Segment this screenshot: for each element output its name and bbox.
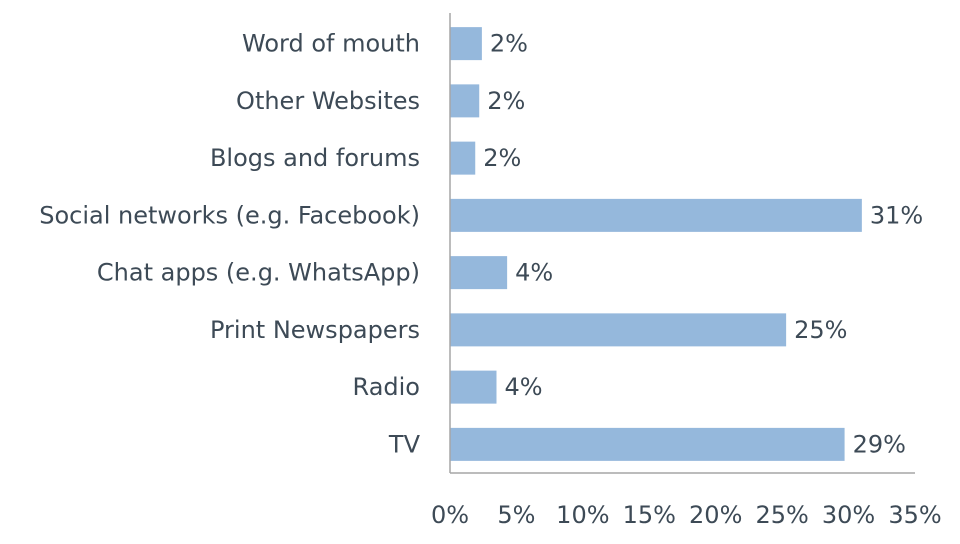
category-label: Print Newspapers	[210, 316, 420, 344]
labels-layer: Word of mouth 2% Other Websites 2% Blogs and…	[39, 30, 941, 529]
bar-2	[450, 141, 476, 175]
category-label: Blogs and forums	[210, 144, 420, 172]
value-label: 2%	[487, 87, 525, 115]
value-label: 31%	[870, 201, 923, 229]
category-label: Social networks (e.g. Facebook)	[39, 201, 420, 229]
bar-5	[450, 313, 787, 347]
value-label: 2%	[483, 144, 521, 172]
x-tick-label: 30%	[822, 501, 875, 529]
x-tick-label: 5%	[497, 501, 535, 529]
category-label: Chat apps (e.g. WhatsApp)	[97, 259, 420, 287]
bar-1	[450, 84, 480, 118]
value-label: 29%	[853, 430, 906, 458]
bar-7	[450, 427, 845, 461]
axis-layer	[449, 13, 915, 474]
category-label: Other Websites	[236, 87, 420, 115]
value-label: 4%	[515, 259, 553, 287]
value-label: 4%	[505, 373, 543, 401]
value-label: 25%	[794, 316, 847, 344]
x-tick-label: 10%	[556, 501, 609, 529]
bar-6	[450, 370, 497, 404]
x-tick-label: 25%	[755, 501, 808, 529]
category-label: Word of mouth	[242, 30, 420, 58]
x-tick-label: 0%	[431, 501, 469, 529]
category-label: Radio	[353, 373, 420, 401]
category-label: TV	[388, 430, 421, 458]
value-label: 2%	[490, 30, 528, 58]
x-tick-label: 20%	[689, 501, 742, 529]
x-tick-label: 35%	[888, 501, 941, 529]
bar-3	[450, 198, 862, 232]
bar-0	[450, 27, 482, 61]
bar-4	[450, 256, 508, 290]
bars-layer	[450, 27, 862, 461]
x-tick-label: 15%	[623, 501, 676, 529]
